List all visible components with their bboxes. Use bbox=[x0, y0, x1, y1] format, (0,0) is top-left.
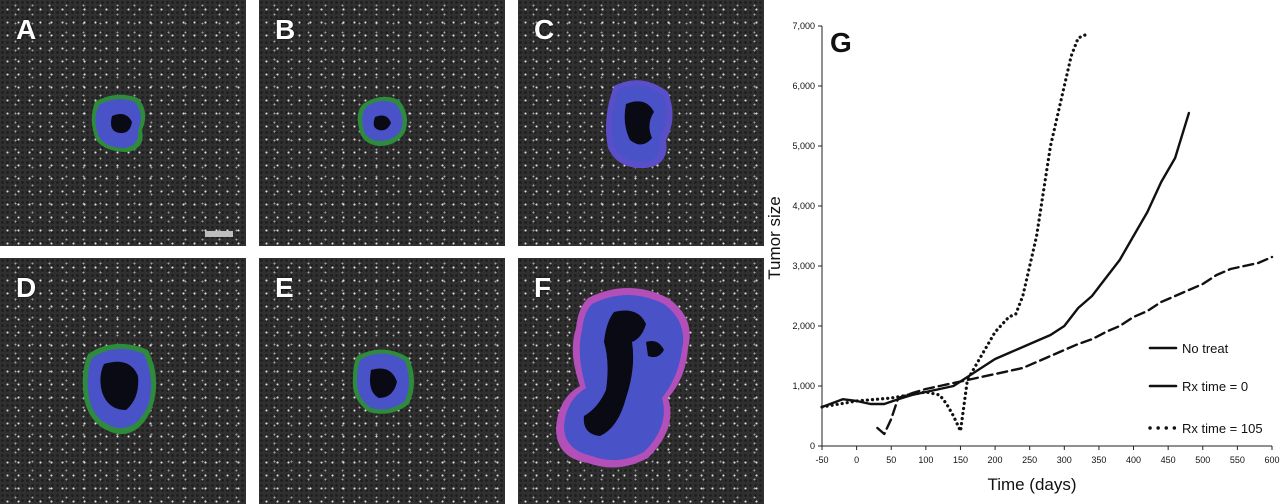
y-tick-label: 0 bbox=[810, 441, 815, 451]
series-line-0 bbox=[820, 111, 1191, 409]
chart-panel-label: G bbox=[830, 27, 852, 58]
panel-label: F bbox=[534, 272, 552, 303]
x-tick-label: -50 bbox=[815, 455, 828, 465]
tumor-blob bbox=[91, 94, 146, 152]
micrograph-panel-f: F bbox=[518, 258, 764, 504]
micrograph-panel-b: B bbox=[259, 0, 505, 246]
y-tick-label: 5,000 bbox=[792, 141, 815, 151]
legend-label-0: No treat bbox=[1182, 341, 1229, 356]
legend-label-1: Rx time = 0 bbox=[1182, 379, 1248, 394]
x-tick-label: 600 bbox=[1264, 455, 1279, 465]
panel-label: E bbox=[275, 272, 294, 303]
y-tick-label: 2,000 bbox=[792, 321, 815, 331]
panel-label: B bbox=[275, 14, 296, 45]
x-tick-label: 250 bbox=[1022, 455, 1037, 465]
x-tick-label: 400 bbox=[1126, 455, 1141, 465]
x-tick-label: 50 bbox=[886, 455, 896, 465]
x-tick-label: 200 bbox=[988, 455, 1003, 465]
y-axis-label: Tumor size bbox=[765, 196, 784, 279]
x-tick-label: 0 bbox=[854, 455, 859, 465]
x-tick-label: 300 bbox=[1057, 455, 1072, 465]
x-tick-label: 500 bbox=[1195, 455, 1210, 465]
scale-bar bbox=[205, 231, 233, 237]
legend-label-2: Rx time = 105 bbox=[1182, 421, 1263, 436]
micrograph-panel-e: E bbox=[259, 258, 505, 504]
micrograph-panel-c: C bbox=[518, 0, 764, 246]
x-tick-label: 550 bbox=[1230, 455, 1245, 465]
micrograph-panel-d: D bbox=[0, 258, 246, 504]
x-tick-label: 150 bbox=[953, 455, 968, 465]
y-tick-label: 7,000 bbox=[792, 21, 815, 31]
panel-label: A bbox=[16, 14, 37, 45]
tumor-blob bbox=[357, 96, 407, 146]
x-axis-label: Time (days) bbox=[987, 475, 1076, 494]
tumor-blob bbox=[556, 288, 690, 468]
chart-legend: No treat Rx time = 0 Rx time = 105 bbox=[1148, 341, 1263, 436]
tumor-blob bbox=[352, 349, 414, 414]
x-tick-label: 450 bbox=[1161, 455, 1176, 465]
y-tick-label: 1,000 bbox=[792, 381, 815, 391]
chart-series bbox=[820, 33, 1274, 436]
y-tick-label: 3,000 bbox=[792, 261, 815, 271]
micrograph-panel-a: A bbox=[0, 0, 246, 246]
x-tick-label: 350 bbox=[1091, 455, 1106, 465]
y-tick-label: 4,000 bbox=[792, 201, 815, 211]
tumor-blob bbox=[606, 80, 673, 169]
tumor-blob bbox=[82, 343, 157, 435]
x-tick-label: 100 bbox=[918, 455, 933, 465]
tumor-size-chart: -50 0 50 100 150 200 250 300 350 400 450 500 550 6000… bbox=[765, 21, 1280, 494]
panel-label: D bbox=[16, 272, 37, 303]
panel-label: C bbox=[534, 14, 555, 45]
series-line-1 bbox=[876, 255, 1274, 436]
chart-axes: -50 0 50 100 150 200 250 300 350 400 450 500 550 6000… bbox=[792, 21, 1279, 465]
y-tick-label: 6,000 bbox=[792, 81, 815, 91]
series-line-2 bbox=[820, 33, 1087, 433]
